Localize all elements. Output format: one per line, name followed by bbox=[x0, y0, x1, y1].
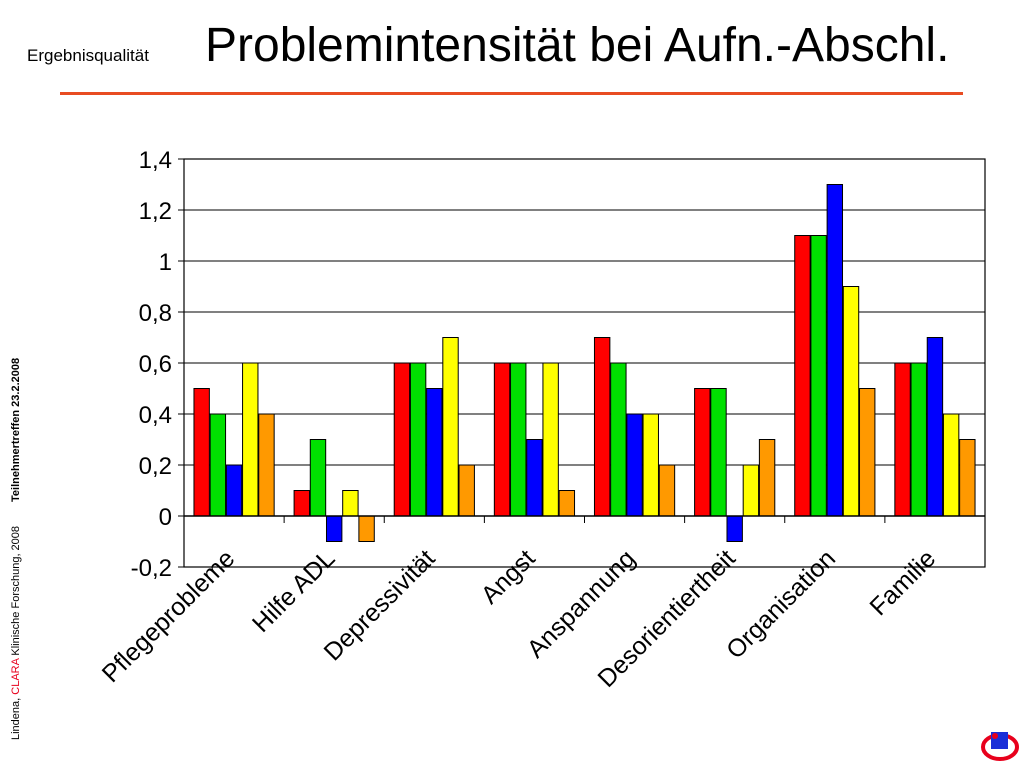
bar bbox=[642, 413, 659, 517]
bar bbox=[626, 413, 643, 517]
y-tick-label: 0,8 bbox=[139, 300, 172, 327]
y-tick-label: -0,2 bbox=[131, 555, 172, 582]
category-label: Angst bbox=[476, 544, 541, 609]
bar bbox=[458, 464, 475, 517]
bar bbox=[426, 388, 443, 517]
slide-title: Problemintensität bei Aufn.-Abschl. bbox=[205, 19, 950, 72]
clara-logo-icon bbox=[981, 732, 1019, 761]
category-label: Familie bbox=[864, 544, 941, 621]
y-tick-label: 1,4 bbox=[139, 147, 172, 174]
bar bbox=[710, 388, 727, 517]
bar bbox=[542, 362, 559, 517]
slide-header: Ergebnisqualität Problemintensität bei A… bbox=[0, 0, 1024, 100]
section-label: Ergebnisqualität bbox=[27, 46, 149, 65]
bar bbox=[842, 286, 860, 517]
bar bbox=[593, 337, 611, 517]
bar bbox=[393, 362, 411, 517]
bar bbox=[242, 362, 259, 517]
bar bbox=[358, 515, 375, 542]
y-tick-label: 0,6 bbox=[139, 351, 172, 378]
bar bbox=[493, 362, 511, 517]
y-tick-label: 1,2 bbox=[139, 198, 172, 225]
bar bbox=[894, 362, 911, 517]
bar bbox=[926, 337, 944, 517]
bar bbox=[758, 439, 776, 517]
y-tick-label: 0,2 bbox=[139, 453, 172, 480]
y-tick-label: 0,4 bbox=[139, 402, 172, 429]
y-tick-label: 1 bbox=[159, 249, 172, 276]
bar bbox=[910, 362, 927, 517]
bar bbox=[510, 362, 527, 517]
bars bbox=[193, 184, 976, 542]
bar bbox=[342, 490, 359, 517]
y-tick-label: 0 bbox=[159, 504, 172, 531]
bar bbox=[309, 439, 327, 517]
title-rule bbox=[60, 92, 963, 95]
bar bbox=[442, 337, 459, 517]
bar bbox=[225, 464, 243, 517]
bar bbox=[209, 413, 227, 517]
bar bbox=[694, 388, 711, 517]
bar bbox=[794, 235, 811, 517]
bar bbox=[742, 464, 760, 517]
bar bbox=[526, 439, 543, 517]
bar bbox=[859, 388, 876, 517]
axes bbox=[178, 158, 986, 568]
bar bbox=[658, 464, 676, 517]
category-label: Hilfe ADL bbox=[247, 544, 341, 638]
bar bbox=[325, 515, 343, 542]
bar bbox=[193, 388, 210, 517]
bar bbox=[558, 490, 576, 517]
bar bbox=[258, 413, 275, 517]
bar bbox=[826, 184, 844, 517]
bar bbox=[610, 362, 627, 517]
bar bbox=[959, 439, 976, 517]
bar bbox=[942, 413, 960, 517]
bar bbox=[726, 515, 743, 542]
bar bbox=[293, 490, 310, 517]
bar bbox=[810, 235, 827, 517]
bar bbox=[409, 362, 427, 517]
